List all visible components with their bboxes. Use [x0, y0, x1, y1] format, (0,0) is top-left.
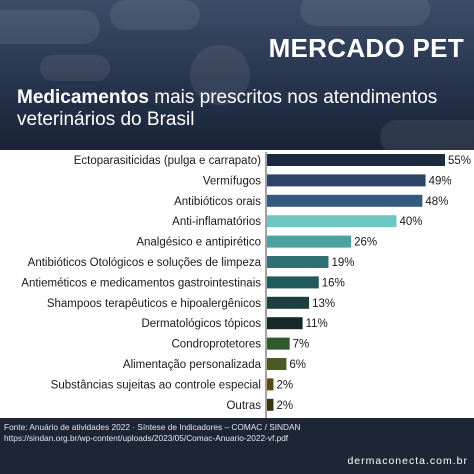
category-label: Substâncias sujeitas ao controle especia… [51, 379, 261, 391]
bar [267, 174, 426, 187]
bar [267, 276, 319, 289]
bar [267, 296, 310, 309]
chart-title-rest: mais prescritos nos atendimentos veterin… [17, 87, 438, 130]
category-label: Vermífugos [203, 175, 261, 187]
value-label: 16% [322, 277, 345, 289]
bar-chart-svg: Ectoparasiticidas (pulga e carrapato) 55%… [21, 152, 471, 420]
value-label: 26% [354, 237, 377, 249]
brand-title: MERCADO PET [268, 33, 464, 63]
pill-decoration [0, 10, 100, 44]
value-label: 2% [276, 379, 293, 391]
category-label: Shampoos terapêuticos e hipoalergênicos [47, 298, 261, 310]
category-label: Antibióticos Otológicos e soluções de li… [28, 257, 262, 269]
value-label: 2% [276, 400, 293, 412]
website-link[interactable]: dermaconecta.com.br [347, 455, 468, 467]
bar [267, 398, 274, 411]
value-label: 19% [331, 257, 354, 269]
value-label: 11% [306, 318, 328, 330]
value-label: 55% [448, 155, 471, 167]
category-label: Condroprotetores [172, 339, 262, 351]
value-label: 40% [399, 216, 422, 228]
category-label: Analgésico e antipirético [136, 237, 261, 249]
category-label: Dermatológicos tópicos [141, 318, 261, 330]
footer: Fonte: Anuário de atividades 2022 · Sínt… [0, 418, 474, 474]
value-label: 13% [312, 298, 335, 310]
category-label: Antibióticos orais [174, 196, 261, 208]
chart-title-bold: Medicamentos [17, 87, 149, 108]
pill-decoration [300, 0, 430, 26]
pill-decoration [110, 0, 200, 30]
category-label: Anti-inflamatórios [172, 216, 261, 228]
bar [267, 358, 287, 370]
category-label: Alimentação personalizada [123, 359, 262, 371]
bar [267, 378, 274, 391]
value-label: 7% [293, 339, 310, 351]
bar [267, 235, 352, 248]
chart-title: Medicamentos mais prescritos nos atendim… [17, 87, 467, 131]
category-label: Outras [226, 400, 261, 412]
category-label: Antieméticos e medicamentos gastrointest… [21, 277, 261, 289]
pill-decoration [190, 45, 250, 105]
value-label: 48% [425, 196, 448, 208]
value-label: 49% [429, 175, 452, 187]
header-banner: MERCADO PET Medicamentos mais prescritos… [0, 0, 474, 150]
bar [267, 154, 445, 166]
category-label: Ectoparasiticidas (pulga e carrapato) [74, 155, 261, 167]
value-label: 6% [289, 359, 306, 371]
pill-decoration [40, 55, 110, 81]
source-link[interactable]: https://sindan.org.br/wp-content/uploads… [4, 433, 289, 443]
bar-chart: Ectoparasiticidas (pulga e carrapato) 55%… [0, 150, 474, 420]
bar [267, 317, 303, 330]
pill-decoration [380, 120, 474, 150]
bar [267, 256, 329, 268]
bar [267, 337, 290, 350]
source-line-1: Fonte: Anuário de atividades 2022 · Sínt… [4, 422, 301, 432]
bar [267, 194, 423, 207]
bar [267, 215, 397, 228]
